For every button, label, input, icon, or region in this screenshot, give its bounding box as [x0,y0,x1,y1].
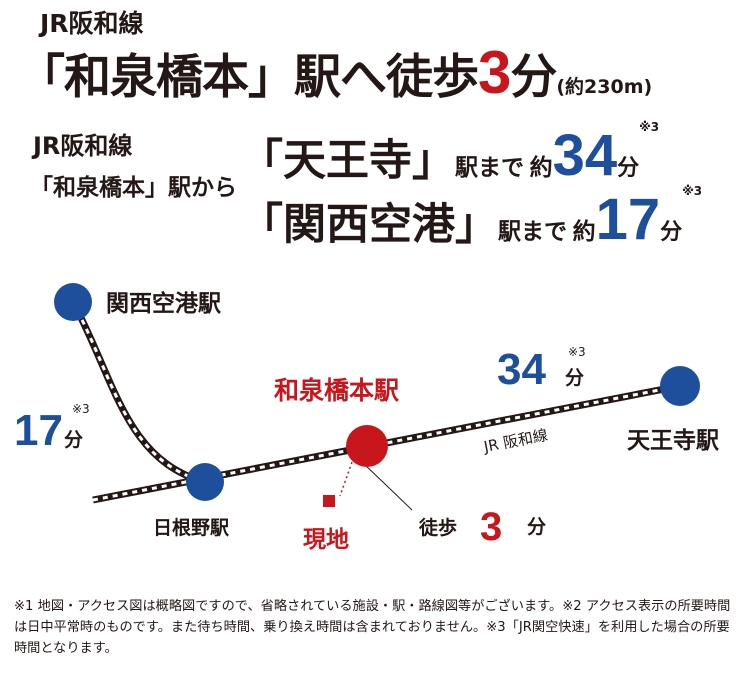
destination-minutes: 17 [595,187,661,252]
site-marker [323,495,335,507]
tennoji-time-unit: 分 [565,367,584,389]
headline-walk: 「和泉橋本」駅へ徒歩3分(約230m) [18,38,652,107]
destination-suffix: 駅まで [455,155,524,181]
hine-no-label: 日根野駅 [153,516,230,539]
destination-note: ※3 [682,184,703,198]
airport-time-unit: 分 [64,429,83,451]
walk-leader-line [361,461,413,511]
destination-approx: 約 [529,155,553,181]
airport-branch-line [69,300,206,486]
destination-unit: 分 [660,220,683,245]
walk-label: 徒歩 [418,516,457,539]
headline-minutes: 3 [478,39,511,106]
destination-tennoji: 「天王寺」駅まで 約34分 ※3 [240,120,660,189]
line-label: JR 阪和線 [481,426,549,456]
airport-time-note: ※3 [72,402,90,416]
tennoji-time-value: 34 [497,345,546,394]
izumi-hashimoto-label: 和泉橋本駅 [274,376,399,405]
kansai-airport-label: 関西空港駅 [106,290,221,317]
headline-station: 「和泉橋本」駅へ徒歩 [18,50,479,105]
destination-note: ※3 [639,120,660,134]
sub-from: 「和泉橋本」駅から [30,175,237,201]
destination-approx: 約 [572,219,596,245]
kansai-airport-station-marker [54,283,92,321]
sub-line: JR阪和線 [33,132,133,160]
walk-unit: 分 [527,516,546,538]
izumi-hashimoto-station-marker [346,425,388,467]
footnote: ※1 地図・アクセス図は概略図ですので、省略されている施設・駅・路線図等がござい… [14,599,731,656]
destination-unit: 分 [617,156,640,181]
tennoji-station-marker [660,366,700,406]
headline-distance: (約230m) [556,76,653,98]
hine-no-station-marker [186,463,224,501]
destination-name: 「関西空港」 [240,200,498,250]
tennoji-label: 天王寺駅 [627,428,719,454]
tennoji-time-note: ※3 [568,345,586,359]
walk-minutes: 3 [480,505,502,549]
headline-line: JR阪和線 [40,9,144,38]
destination-name: 「天王寺」 [240,136,455,186]
route-map: 関西空港駅 日根野駅 天王寺駅 和泉橋本駅 JR 阪和線 現地 徒歩 3 分 3… [14,283,719,553]
destination-suffix: 駅まで [498,219,567,245]
airport-time-value: 17 [14,406,63,455]
walk-route [339,447,358,497]
destination-minutes: 34 [552,123,618,188]
site-label: 現地 [303,527,349,553]
headline-unit: 分 [510,50,557,105]
destination-kansai-airport: 「関西空港」駅まで 約17分 ※3 [240,184,703,253]
